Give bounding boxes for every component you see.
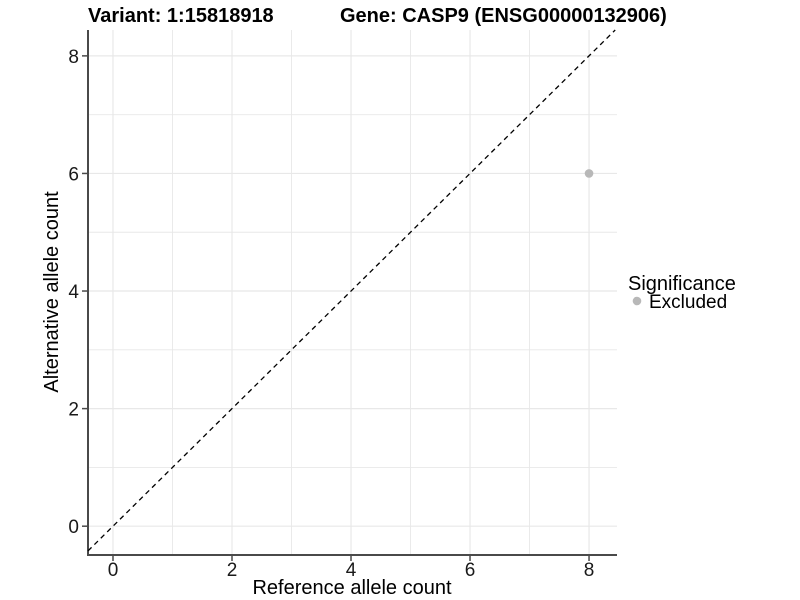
y-tick-label: 0	[68, 517, 79, 538]
y-tick-label: 2	[68, 400, 79, 421]
data-points-layer	[584, 169, 594, 178]
y-axis-title: Alternative allele count	[41, 191, 63, 393]
y-tick-label: 8	[68, 47, 79, 68]
y-tick-label: 6	[68, 164, 79, 185]
x-tick-label: 8	[584, 560, 595, 581]
data-point	[584, 169, 594, 178]
axis-lines-layer	[87, 30, 617, 556]
x-tick-label: 4	[346, 560, 357, 581]
x-tick-label: 2	[227, 560, 238, 581]
tick-labels-layer: 0 2 4 6 8 0 2 4 6 8	[68, 47, 594, 581]
x-axis-title: Reference allele count	[252, 577, 451, 599]
plot-title-gene: Gene: CASP9 (ENSG00000132906)	[340, 5, 667, 27]
legend-title: Significance	[628, 273, 736, 295]
x-tick-label: 0	[108, 560, 119, 581]
gridlines-layer	[88, 30, 617, 555]
x-tick-label: 6	[465, 560, 476, 581]
legend-key-dot	[632, 296, 642, 306]
y-tick-label: 4	[68, 282, 79, 303]
legend-entry-label: Excluded	[649, 292, 727, 313]
identity-dashed-line	[87, 29, 616, 552]
plot-title-variant: Variant: 1:15818918	[88, 5, 274, 27]
legend: Significance Excluded	[628, 273, 736, 313]
axis-ticks-layer	[82, 55, 590, 561]
plot-panel	[88, 30, 617, 555]
